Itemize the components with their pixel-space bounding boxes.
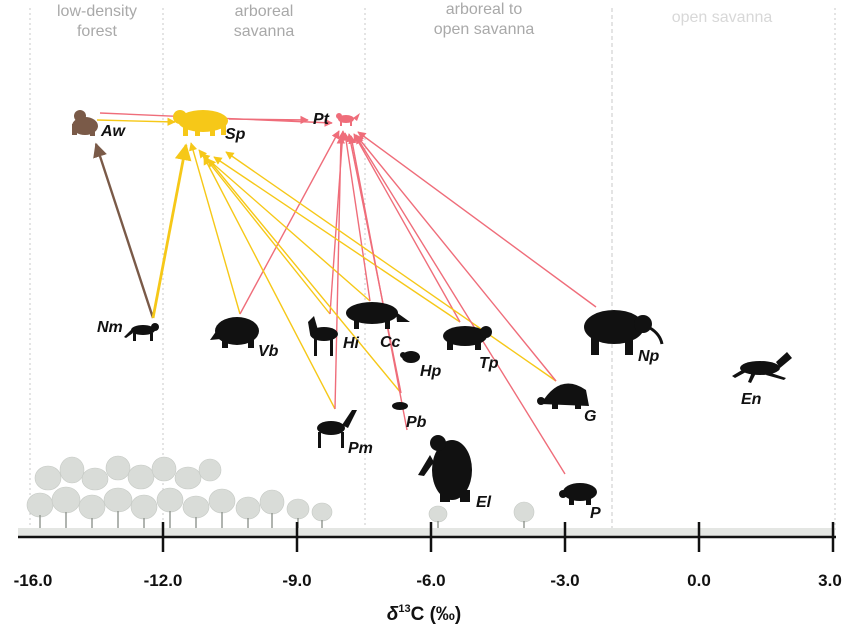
link-tp-to-sp: [213, 156, 461, 323]
label-hi: Hi: [343, 335, 360, 352]
label-p: P: [590, 505, 601, 522]
label-cc: Cc: [380, 334, 401, 351]
x-tick-label-5: 0.0: [687, 571, 711, 590]
link-nm-to-aw: [93, 142, 155, 319]
zebra-icon: [308, 316, 338, 356]
x-tick-label-6: 3.0: [818, 571, 842, 590]
label-nm: Nm: [97, 319, 123, 336]
habitat-label-low-density-forest-line1: low-density: [57, 3, 137, 20]
label-tp: Tp: [479, 355, 499, 372]
gomphothere-icon: [584, 310, 664, 355]
glyptodont-icon: [537, 383, 589, 409]
pampathere-icon: [559, 483, 597, 505]
tapir-icon: [346, 302, 410, 329]
x-axis: -16.0 -12.0 -9.0 -6.0 -3.0 0.0 3.0 δ13C …: [14, 522, 842, 625]
habitat-label-arboreal-open-line1: arboreal to: [446, 1, 523, 18]
habitat-label-arboreal-savanna-line2: savanna: [234, 23, 295, 40]
link-el-to-pt: [348, 135, 408, 431]
fox-icon: [336, 113, 360, 126]
label-g: G: [584, 408, 596, 425]
label-vb: Vb: [258, 343, 279, 360]
label-aw: Aw: [100, 123, 127, 140]
horse-icon: [732, 352, 792, 383]
habitat-labels: low-density forest arboreal savanna arbo…: [57, 1, 772, 40]
small-carnivore-icon: [124, 323, 159, 341]
label-sp: Sp: [225, 126, 246, 143]
animals: [72, 110, 792, 505]
link-pm-to-sp: [203, 156, 336, 410]
habitat-label-arboreal-savanna-line1: arboreal: [235, 3, 294, 20]
toxodont-icon: [443, 326, 492, 350]
link-aw-to-sp: [96, 117, 176, 127]
x-tick-label-3: -6.0: [416, 571, 445, 590]
label-pm: Pm: [348, 440, 373, 457]
link-sp-to-pt: [228, 115, 309, 125]
link-tp-to-pt: [353, 133, 461, 323]
link-p-to-pt: [355, 135, 566, 475]
x-tick-label-1: -12.0: [144, 571, 183, 590]
axis-title-delta: δ: [387, 604, 399, 625]
camelid-icon: [317, 410, 357, 448]
label-en: En: [741, 391, 762, 408]
link-nm-to-sp: [151, 143, 192, 319]
label-np: Np: [638, 348, 660, 365]
link-g-to-pt: [355, 134, 557, 382]
axis-title-suffix: C (‰): [411, 604, 462, 625]
link-cc-to-pt: [341, 132, 371, 302]
habitat-label-arboreal-open-line2: open savanna: [434, 21, 535, 38]
habitat-label-low-density-forest-line2: forest: [77, 23, 118, 40]
x-tick-label-4: -3.0: [550, 571, 579, 590]
label-el: El: [476, 494, 492, 511]
tree-group: [26, 455, 535, 523]
species-labels: Aw Sp Pt Nm Vb Hi Cc Hp Tp Np Pm Pb G En…: [97, 111, 762, 522]
link-vb-to-sp: [189, 142, 241, 315]
ground-sloth-icon: [418, 435, 472, 502]
habitat-dividers: [29, 8, 836, 530]
habitat-label-open-savanna: open savanna: [672, 9, 773, 26]
x-tick-label-0: -16.0: [14, 571, 53, 590]
link-g-to-sp: [225, 151, 557, 382]
x-axis-title: δ13C (‰): [387, 603, 462, 625]
link-hi-to-sp: [198, 149, 331, 315]
link-pm-to-pt: [334, 135, 346, 410]
link-vb-to-pt: [239, 130, 340, 315]
label-hp: Hp: [420, 363, 442, 380]
small-mammal-icon-hp: [400, 351, 420, 363]
x-tick-label-2: -9.0: [282, 571, 311, 590]
link-pb-to-sp: [207, 158, 402, 394]
smilodon-icon: [173, 110, 228, 136]
ground-grass: [18, 528, 835, 536]
primate-icon: [72, 110, 98, 136]
link-np-to-pt: [357, 131, 597, 308]
label-pb: Pb: [406, 414, 427, 431]
vegetation-background: [18, 455, 835, 536]
link-cc-to-sp: [201, 153, 371, 302]
axis-title-sup: 13: [398, 603, 410, 615]
predation-links: [93, 112, 597, 475]
label-pt: Pt: [313, 111, 330, 128]
small-mammal-icon-pb: [392, 402, 408, 410]
anteater-icon: [210, 317, 259, 348]
